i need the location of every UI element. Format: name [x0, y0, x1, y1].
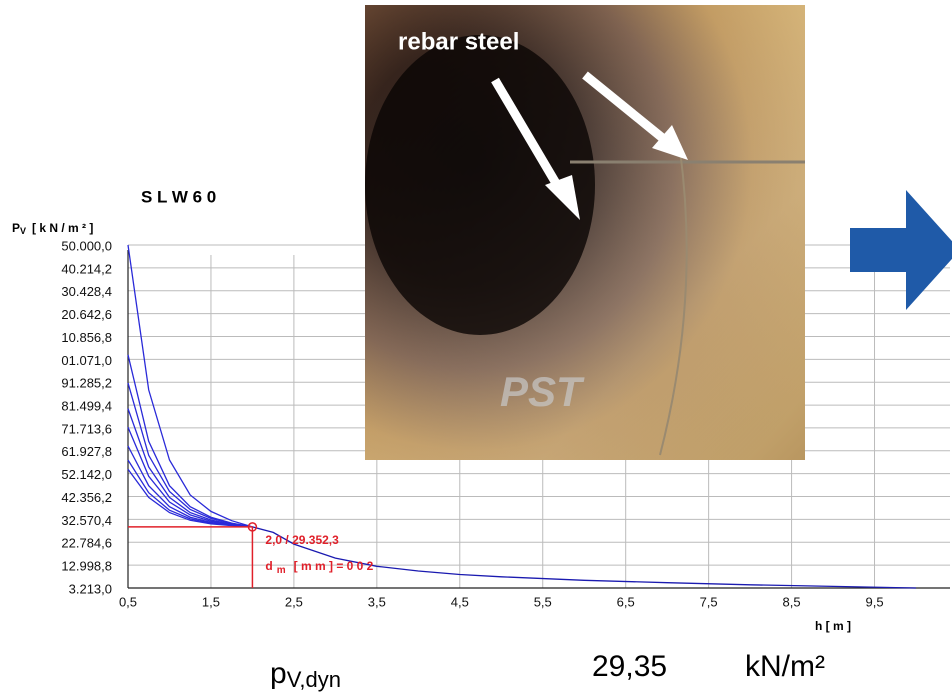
y-tick-label: 40.214,2 [61, 261, 112, 276]
chart-title: S L W 6 0 [141, 187, 216, 206]
result-symbol: pV,dyn [270, 657, 341, 692]
note-rest: [ m m ] = 0 0 2 [294, 559, 374, 573]
y-tick-label: 71.713,6 [61, 421, 112, 436]
y-tick-label: 01.071,0 [61, 353, 112, 368]
y-tick-label: 30.428,4 [61, 284, 112, 299]
photo-caption: rebar steel [398, 28, 519, 55]
photo-logo: PST [500, 368, 585, 415]
y-tick-label: 12.998,8 [61, 559, 112, 574]
plot-area: 50.000,0 40.214,2 30.428,4 20.642,6 10.856,8… [61, 238, 950, 609]
x-tick-label: 1,5 [202, 594, 220, 609]
x-tick-label: 8,5 [783, 594, 801, 609]
flow-arrow [850, 190, 952, 310]
y-tick-label: 50.000,0 [61, 238, 112, 253]
series-line [127, 382, 253, 528]
y-tick-label: 22.784,6 [61, 536, 112, 551]
y-label: PV[ k N / m ² ] [12, 221, 93, 236]
x-tick-label: 9,5 [865, 594, 883, 609]
marker-note: d m [ m m ] = 0 0 2 [265, 559, 373, 575]
series-line [127, 354, 253, 528]
x-tick-label: 5,5 [534, 594, 552, 609]
x-tick-label: 6,5 [617, 594, 635, 609]
note-sub: m [277, 565, 286, 576]
y-tick-label: 52.142,0 [61, 467, 112, 482]
pipe-opening [365, 35, 595, 335]
rebar-ring [659, 149, 688, 456]
x-tick-label: 4,5 [451, 594, 469, 609]
result-value: 29,35 [592, 650, 667, 683]
series-line [127, 468, 253, 528]
y-tick-label: 42.356,2 [61, 490, 112, 505]
marker-point [247, 522, 258, 532]
note-symbol: d [265, 559, 272, 573]
series-line [127, 244, 253, 528]
y-tick-label: 20.642,6 [61, 307, 112, 322]
marker-label: 2,0 / 29.352,3 [265, 533, 339, 547]
y-tick-label: 91.285,2 [61, 376, 112, 391]
y-tick-label: 32.570,4 [61, 513, 112, 528]
photo-arrows [491, 71, 688, 220]
x-tick-label: 3,5 [368, 594, 386, 609]
y-tick-label: 81.499,4 [61, 399, 112, 414]
result-unit: kN/m² [745, 650, 825, 683]
x-label: h [ m ] [815, 619, 851, 633]
y-tick-label: 61.927,8 [61, 444, 112, 459]
y-tick-label: 3.213,0 [69, 581, 112, 596]
y-tick-label: 10.856,8 [61, 330, 112, 345]
x-tick-label: 0,5 [119, 594, 137, 609]
x-tick-label: 7,5 [700, 594, 718, 609]
photo: rebar steel PST [365, 5, 805, 460]
series-line [252, 526, 917, 589]
x-tick-label: 2,5 [285, 594, 303, 609]
